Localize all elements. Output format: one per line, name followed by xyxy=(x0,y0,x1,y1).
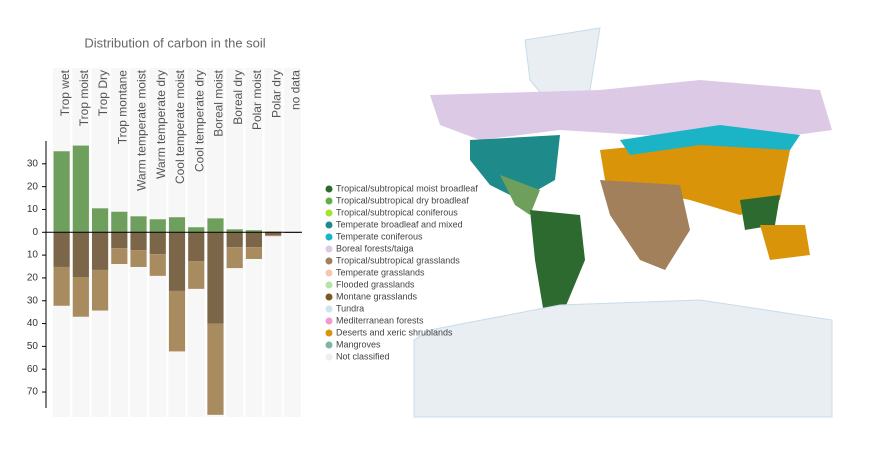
chart-title: Distribution of carbon in the soil xyxy=(84,35,265,50)
legend-label: Tropical/subtropical coniferous xyxy=(336,207,458,217)
legend-label: Tropical/subtropical grasslands xyxy=(336,255,460,265)
bar xyxy=(245,247,262,259)
y-tick-label: 70 xyxy=(27,387,39,398)
y-tick-label: 30 xyxy=(27,158,39,169)
bar xyxy=(72,232,89,278)
y-tick-label: 0 xyxy=(32,227,38,238)
category-label: Boreal moist xyxy=(212,69,226,136)
bar xyxy=(72,145,89,233)
bar xyxy=(245,232,262,248)
category-label: Cool temperate dry xyxy=(192,70,206,172)
bar xyxy=(226,229,243,233)
bar xyxy=(72,277,89,317)
legend-label: Tundra xyxy=(336,303,364,313)
bar xyxy=(207,232,224,324)
category-label: Trop moist xyxy=(77,69,91,126)
y-tick-label: 10 xyxy=(27,250,39,261)
legend-swatch xyxy=(325,197,333,205)
legend-swatch xyxy=(325,293,333,301)
category-label: Polar moist xyxy=(250,69,264,130)
legend-label: Mediterranean forests xyxy=(336,315,424,325)
world-map xyxy=(413,27,833,418)
bar xyxy=(149,254,166,276)
bar xyxy=(226,232,243,248)
y-tick-label: 10 xyxy=(27,204,39,215)
bar xyxy=(168,217,186,233)
bar xyxy=(92,232,109,270)
bar xyxy=(265,232,282,236)
legend-swatch xyxy=(325,341,333,349)
bar xyxy=(130,232,147,251)
y-tick-label: 20 xyxy=(27,273,39,284)
bar xyxy=(130,216,147,233)
category-label: Polar dry xyxy=(269,70,283,118)
legend-swatch xyxy=(325,353,333,361)
legend-label: Montane grasslands xyxy=(336,291,418,301)
bar xyxy=(207,323,224,415)
legend-label: Not classified xyxy=(336,351,390,361)
legend-label: Flooded grasslands xyxy=(336,279,415,289)
bar xyxy=(207,218,224,233)
category-label: Trop montane xyxy=(115,70,129,145)
bar xyxy=(188,261,205,289)
legend-swatch xyxy=(325,209,333,217)
bar xyxy=(149,232,166,255)
legend-label: Temperate broadleaf and mixed xyxy=(336,219,463,229)
bar xyxy=(188,227,205,233)
legend-swatch xyxy=(325,329,333,337)
y-tick-label: 50 xyxy=(27,341,39,352)
bar xyxy=(168,290,186,352)
category-label: Warm temperate moist xyxy=(135,69,149,191)
legend-label: Tropical/subtropical dry broadleaf xyxy=(336,195,469,205)
bar xyxy=(92,269,109,311)
bar xyxy=(130,250,147,267)
bar xyxy=(265,235,282,237)
category-label: Trop wet xyxy=(58,69,72,116)
bar xyxy=(53,232,70,267)
legend-swatch xyxy=(325,305,333,313)
bar xyxy=(226,247,243,269)
legend-swatch xyxy=(325,317,333,325)
bar xyxy=(53,266,70,306)
column-background xyxy=(283,68,301,417)
bar xyxy=(111,211,128,233)
category-label: Boreal dry xyxy=(231,70,245,125)
bar xyxy=(168,232,186,291)
bar xyxy=(92,208,109,233)
y-tick-label: 30 xyxy=(27,295,39,306)
y-tick-label: 40 xyxy=(27,318,39,329)
legend-swatch xyxy=(325,269,333,277)
legend-label: Boreal forests/taiga xyxy=(336,243,414,253)
legend-swatch xyxy=(325,257,333,265)
legend-swatch xyxy=(325,185,333,193)
category-label: Trop Dry xyxy=(96,70,110,116)
legend-label: Temperate coniferous xyxy=(336,231,423,241)
category-label: no data xyxy=(289,70,303,110)
column-background xyxy=(264,68,282,417)
y-tick-label: 60 xyxy=(27,364,39,375)
legend-label: Temperate grasslands xyxy=(336,267,425,277)
bar xyxy=(111,248,128,265)
legend-swatch xyxy=(325,245,333,253)
bar xyxy=(111,232,128,249)
bar xyxy=(245,230,262,233)
category-label: Cool temperate moist xyxy=(173,69,187,184)
legend-swatch xyxy=(325,221,333,229)
bar xyxy=(53,151,70,233)
legend-swatch xyxy=(325,281,333,289)
bar xyxy=(149,219,166,233)
legend-label: Deserts and xeric shrublands xyxy=(336,327,453,337)
legend-label: Mangroves xyxy=(336,339,381,349)
legend-label: Tropical/subtropical moist broadleaf xyxy=(336,183,478,193)
y-tick-label: 20 xyxy=(27,181,39,192)
bar xyxy=(188,232,205,262)
legend-swatch xyxy=(325,233,333,241)
category-label: Warm temperate dry xyxy=(154,70,168,179)
